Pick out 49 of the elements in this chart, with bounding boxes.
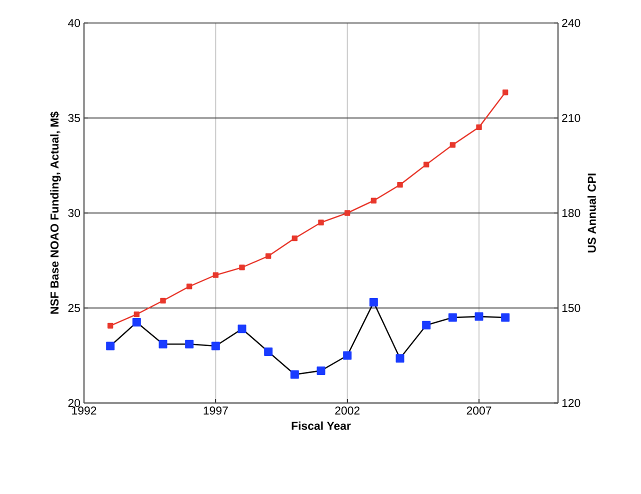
point	[290, 370, 299, 379]
x-axis-title: Fiscal Year	[292, 421, 351, 430]
point	[292, 235, 298, 242]
point	[211, 342, 220, 350]
x-tick-label: 2007	[466, 406, 492, 415]
y-axis-title: NSF Base NOAO Funding, Actual, M$	[50, 112, 61, 314]
point	[185, 340, 194, 348]
point	[397, 182, 403, 188]
point	[160, 298, 166, 304]
point	[158, 340, 168, 348]
y2-axis-title: US Annual CPI	[587, 174, 596, 252]
point	[186, 284, 192, 290]
point	[370, 198, 377, 204]
x-tick-label: 1997	[204, 406, 228, 415]
point	[396, 354, 404, 363]
y-tick-label: 40	[68, 18, 80, 28]
x-tick-label: 2002	[335, 406, 360, 415]
y2-tick-label: 150	[562, 304, 580, 312]
point	[476, 124, 482, 130]
x-tick-label: 1992	[72, 406, 96, 415]
point	[132, 318, 141, 326]
point	[134, 311, 140, 318]
point	[423, 162, 430, 168]
point	[238, 324, 246, 334]
point	[501, 313, 510, 322]
point	[107, 322, 114, 329]
point	[106, 342, 115, 350]
y2-tick-label: 240	[562, 18, 580, 28]
y-tick-label: 35	[68, 114, 80, 122]
point	[239, 264, 245, 270]
point	[474, 312, 484, 321]
point	[448, 313, 457, 322]
point	[212, 272, 219, 278]
point	[318, 220, 324, 226]
point	[450, 142, 456, 148]
y-tick-label: 20	[68, 398, 80, 408]
y2-tick-label: 180	[562, 208, 580, 218]
y2-tick-label: 120	[562, 398, 580, 408]
point	[422, 320, 431, 330]
y2-tick-label: 210	[562, 114, 580, 122]
point	[344, 210, 350, 216]
y-tick-label: 25	[68, 304, 80, 312]
point	[316, 366, 326, 375]
point	[502, 89, 508, 96]
point	[369, 298, 378, 307]
point	[264, 347, 273, 356]
point	[265, 253, 272, 259]
y-tick-label: 30	[68, 208, 80, 218]
point	[343, 351, 352, 360]
